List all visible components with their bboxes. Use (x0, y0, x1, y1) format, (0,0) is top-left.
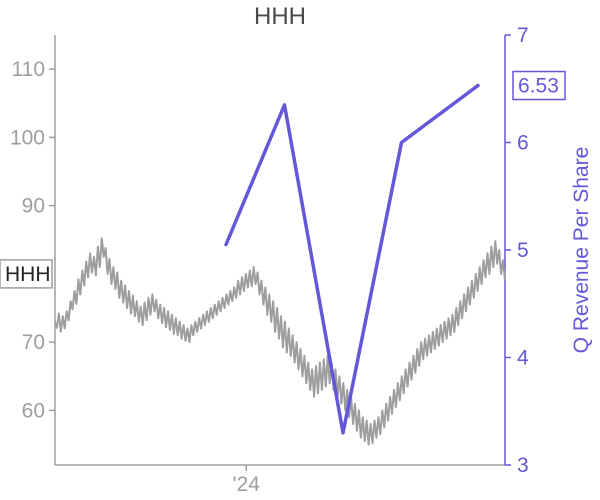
left-tick-label: 100 (10, 126, 45, 149)
right-tick-label: 5 (517, 239, 529, 262)
left-tick-label: 90 (22, 195, 45, 218)
right-tick-label: 6 (517, 132, 529, 155)
left-tick-label: 60 (22, 399, 45, 422)
chart-svg: HHH 60 70 90 100 110 3 4 5 6 7 '24 Q Revenue Per Sha… (0, 0, 600, 500)
chart-title: HHH (254, 3, 306, 30)
x-tick-label: '24 (233, 473, 261, 496)
stock-chart: HHH 60 70 90 100 110 3 4 5 6 7 '24 Q Revenue Per Sha… (0, 0, 600, 500)
right-tick-label: 4 (517, 347, 529, 370)
left-tick-label: 110 (12, 58, 45, 81)
revenue-line (226, 86, 478, 433)
right-axis-label: Q Revenue Per Share (570, 147, 593, 354)
right-tick-label: 7 (517, 24, 529, 47)
value-badge-text: 6.53 (518, 75, 559, 98)
left-tick-label: 70 (22, 331, 45, 354)
ticker-badge-text: HHH (5, 263, 51, 286)
right-tick-label: 3 (517, 454, 529, 477)
price-line (55, 238, 505, 444)
